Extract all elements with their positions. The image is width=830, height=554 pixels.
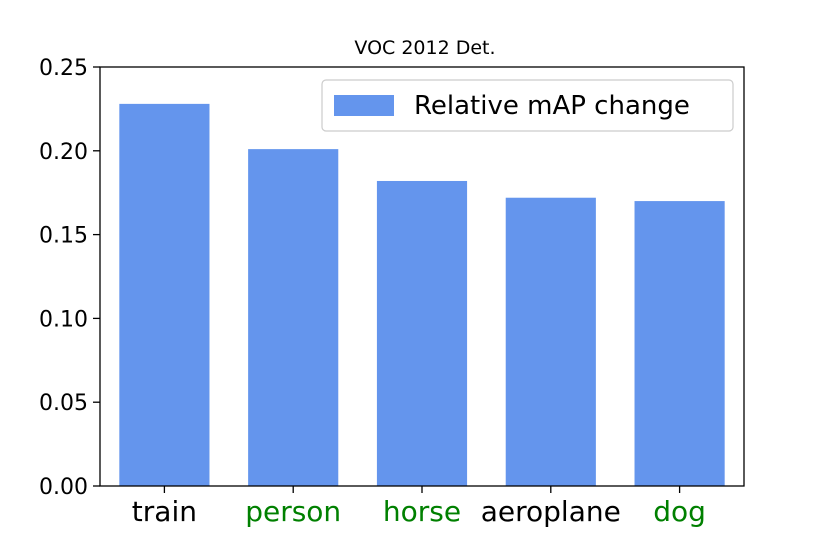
y-axis: 0.00 0.05 0.10 0.15 0.20 0.25: [39, 56, 100, 500]
y-tick-label: 0.25: [39, 56, 88, 81]
x-tick-label-person: person: [245, 495, 341, 528]
y-tick-label: 0.20: [39, 140, 88, 165]
x-tick-label-dog: dog: [653, 495, 706, 528]
y-tick-label: 0.15: [39, 224, 88, 249]
y-tick-label: 0.05: [39, 391, 88, 416]
legend-box: [321, 79, 734, 132]
bar-train: [119, 103, 210, 486]
legend-label: Relative mAP change: [414, 91, 690, 121]
plot-frame: [99, 66, 745, 487]
y-tick-label: 0.10: [39, 307, 88, 332]
bar-horse: [376, 180, 468, 486]
chart-title: VOC 2012 Det.: [354, 37, 495, 59]
legend: Relative mAP change: [321, 79, 734, 132]
y-tick-label: 0.00: [39, 475, 88, 500]
bar-aeroplane: [505, 197, 596, 486]
x-axis: train person horse aeroplane dog: [132, 486, 706, 528]
bar-person: [248, 149, 339, 486]
x-tick-label-horse: horse: [383, 495, 461, 528]
legend-swatch: [334, 95, 394, 116]
bars-group: [119, 103, 725, 486]
bar-dog: [634, 201, 725, 486]
x-tick-label-train: train: [132, 495, 197, 528]
x-tick-label-aeroplane: aeroplane: [481, 495, 621, 528]
